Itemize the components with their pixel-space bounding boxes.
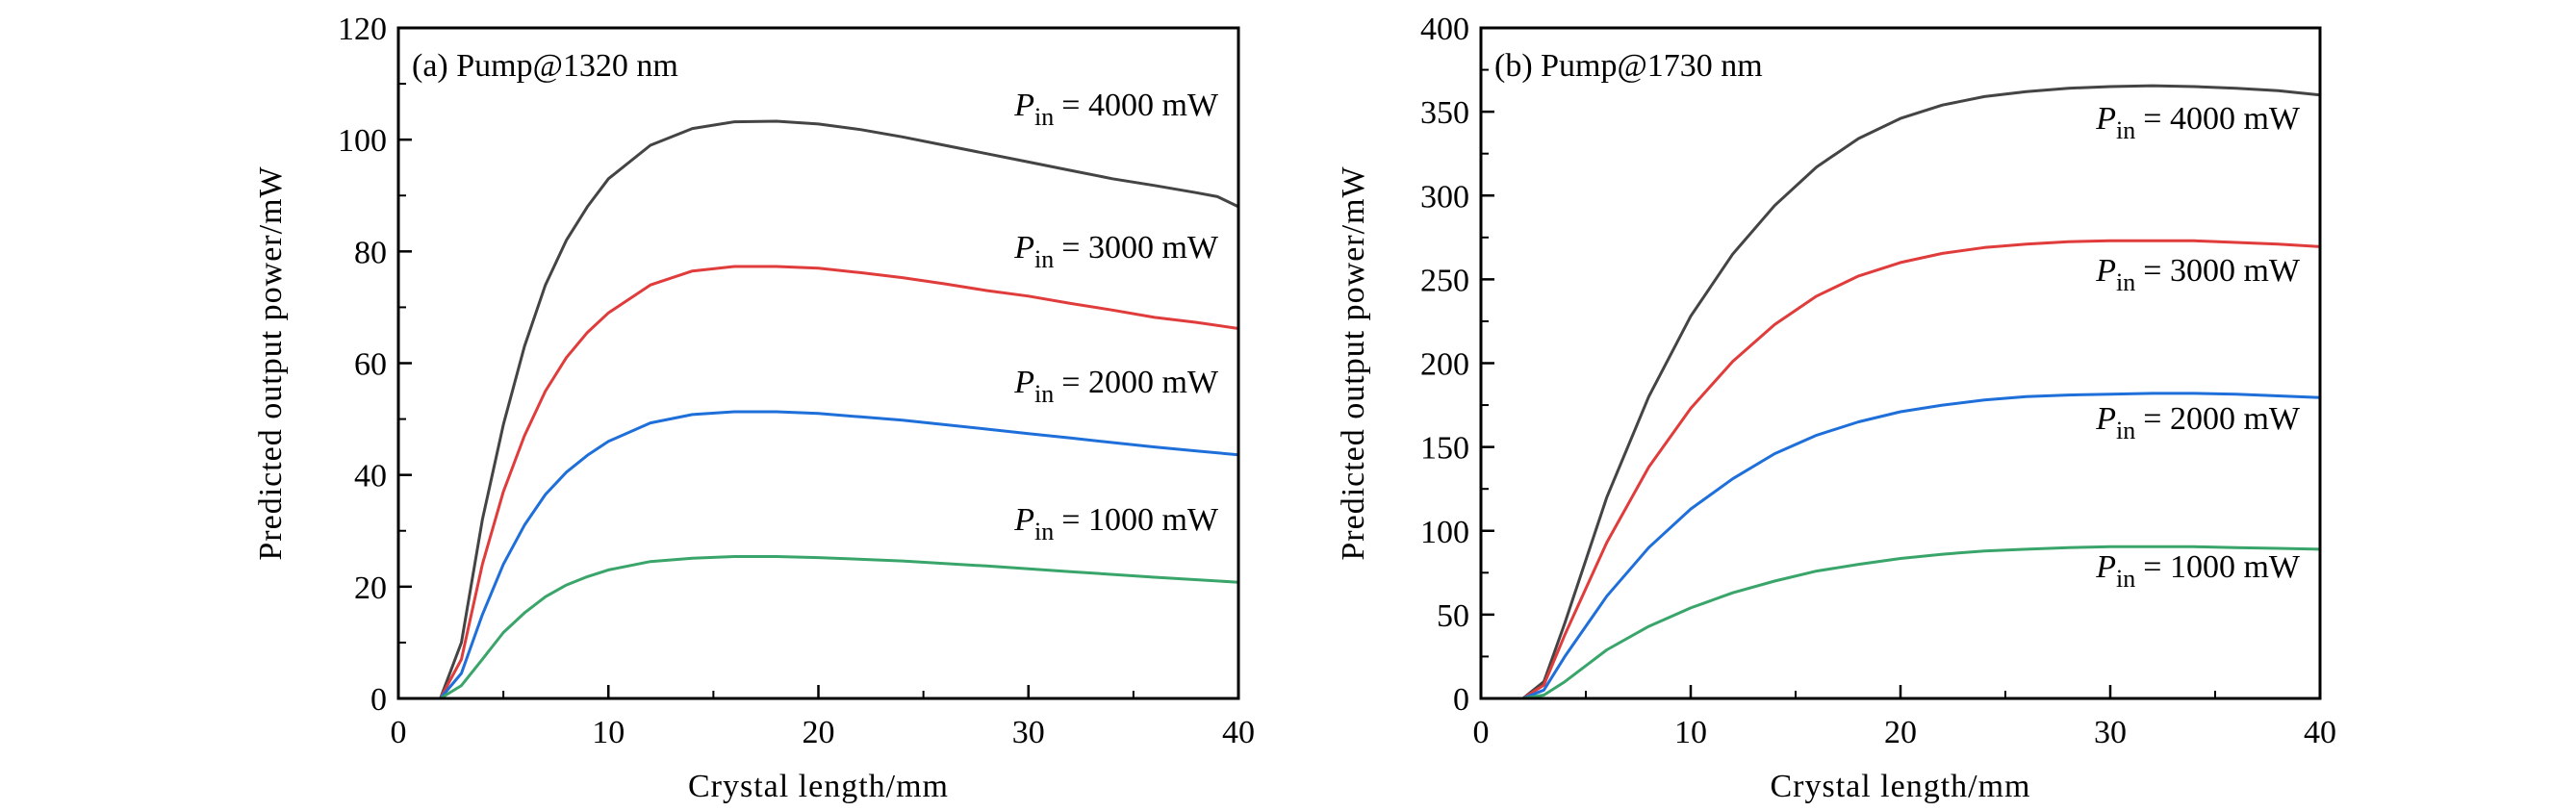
series-label-var: P — [2095, 101, 2116, 137]
series-label-rest: = 4000 mW — [2143, 101, 2301, 137]
y-tick-label: 300 — [1420, 179, 1469, 215]
y-axis-title: Predicted output power/mW — [253, 165, 289, 560]
series-label: Pin = 1000 mW — [1013, 502, 1219, 545]
series-line-4000-mw — [419, 119, 1239, 700]
y-tick-label: 100 — [1420, 515, 1469, 550]
series-label-rest: = 3000 mW — [1061, 230, 1219, 266]
x-tick-label: 40 — [2304, 715, 2336, 750]
y-tick-label: 150 — [1420, 431, 1469, 467]
series-label-rest: = 1000 mW — [2143, 549, 2301, 585]
series-label-sub: in — [1034, 518, 1054, 545]
x-tick-label: 10 — [592, 715, 625, 750]
series-label-rest: = 1000 mW — [1061, 502, 1219, 538]
x-tick-label: 20 — [1884, 715, 1917, 750]
y-tick-label: 100 — [338, 123, 387, 159]
y-tick-label: 400 — [1420, 12, 1469, 47]
y-tick-label: 20 — [354, 570, 387, 606]
x-tick-label: 30 — [2094, 715, 2127, 750]
series-label-var: P — [1013, 365, 1034, 400]
series-label-var: P — [1013, 230, 1034, 266]
series-line-2000-mw — [419, 410, 1239, 700]
series-label-sub: in — [2116, 417, 2135, 444]
series-label: Pin = 1000 mW — [2095, 549, 2301, 593]
series-label-sub: in — [2116, 268, 2135, 296]
panel-label: (b) Pump@1730 nm — [1494, 48, 1763, 84]
y-tick-label: 60 — [354, 347, 387, 383]
series-label-var: P — [2095, 401, 2116, 437]
series-label-rest: = 2000 mW — [2143, 401, 2301, 437]
y-tick-label: 250 — [1420, 263, 1469, 298]
series-line-1000-mw — [1501, 545, 2321, 700]
series-label-var: P — [1013, 88, 1034, 123]
series-label: Pin = 4000 mW — [2095, 101, 2301, 144]
y-tick-label: 120 — [338, 12, 387, 47]
series-line-3000-mw — [1501, 239, 2321, 700]
series-label-sub: in — [1034, 103, 1054, 131]
series-label-sub: in — [2116, 116, 2135, 144]
x-axis-title: Crystal length/mm — [1770, 769, 2030, 804]
series-label-sub: in — [1034, 380, 1054, 408]
x-axis-title: Crystal length/mm — [688, 769, 949, 804]
y-tick-label: 350 — [1420, 95, 1469, 131]
y-tick-label: 200 — [1420, 347, 1469, 383]
y-tick-label: 50 — [1437, 598, 1469, 634]
y-tick-label: 80 — [354, 235, 387, 270]
series-label-sub: in — [2116, 565, 2135, 593]
series-line-2000-mw — [1501, 392, 2321, 700]
series-label-rest: = 2000 mW — [1061, 365, 1219, 400]
series-label-rest: = 3000 mW — [2143, 253, 2301, 289]
series-label-rest: = 4000 mW — [1061, 88, 1219, 123]
x-tick-label: 0 — [1473, 715, 1490, 750]
series-label-var: P — [2095, 549, 2116, 585]
series-label: Pin = 3000 mW — [1013, 230, 1219, 273]
series-label: Pin = 3000 mW — [2095, 253, 2301, 296]
y-tick-label: 0 — [1453, 682, 1469, 718]
series-label-var: P — [2095, 253, 2116, 289]
panel-label: (a) Pump@1320 nm — [412, 48, 678, 84]
y-tick-label: 40 — [354, 459, 387, 494]
series-label-sub: in — [1034, 245, 1054, 273]
series-label: Pin = 2000 mW — [1013, 365, 1219, 408]
series-line-1000-mw — [419, 555, 1239, 700]
series-line-4000-mw — [1501, 84, 2321, 700]
series-line-3000-mw — [419, 265, 1239, 700]
y-tick-label: 0 — [370, 682, 387, 718]
x-tick-label: 10 — [1674, 715, 1707, 750]
series-label-var: P — [1013, 502, 1034, 538]
panel-b: Pin = 4000 mW Pin = 3000 mW Pin = 2000 mW Pin =… — [1336, 12, 2336, 804]
x-tick-label: 30 — [1012, 715, 1045, 750]
x-tick-label: 40 — [1222, 715, 1255, 750]
y-axis-title: Predicted output power/mW — [1336, 165, 1371, 560]
x-tick-label: 20 — [803, 715, 835, 750]
plot-frame — [396, 26, 1240, 700]
x-tick-label: 0 — [391, 715, 407, 750]
series-label: Pin = 2000 mW — [2095, 401, 2301, 444]
series-label: Pin = 4000 mW — [1013, 88, 1219, 131]
